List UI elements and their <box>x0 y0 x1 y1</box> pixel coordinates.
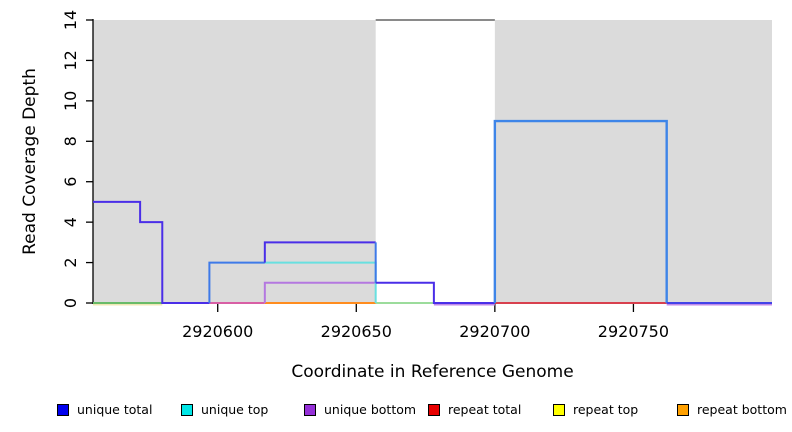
x-tick-label: 2920650 <box>321 322 392 341</box>
legend-item-repeat-bottom: repeat bottom <box>677 399 787 421</box>
shaded-region <box>93 20 376 303</box>
unique-total-rise-2 <box>208 261 265 303</box>
y-tick-label: 12 <box>61 50 80 70</box>
coverage-chart: 0 2 4 6 8 10 12 14 2920600 2920650 2920700 2920750 R… <box>20 10 772 382</box>
legend-label: repeat top <box>573 402 639 417</box>
x-tick-label: 2920750 <box>598 322 669 341</box>
y-tick-label: 0 <box>61 298 80 308</box>
legend-label: repeat total <box>448 402 522 417</box>
legend-item-unique-total: unique total <box>57 399 152 421</box>
legend-swatch-icon <box>428 404 440 416</box>
legend-swatch-icon <box>677 404 689 416</box>
y-tick-label: 4 <box>61 217 80 227</box>
y-tick-label: 6 <box>61 177 80 187</box>
legend-swatch-icon <box>304 404 316 416</box>
y-tick-label: 14 <box>61 10 80 30</box>
legend-label: repeat bottom <box>697 402 787 417</box>
unique-total-left-steps <box>93 200 210 304</box>
x-tick-label: 2920600 <box>182 322 253 341</box>
x-tick-label: 2920700 <box>459 322 530 341</box>
legend-swatch-icon <box>181 404 193 416</box>
y-tick-label: 8 <box>61 136 80 146</box>
x-axis-title: Coordinate in Reference Genome <box>291 362 573 382</box>
unique-total-box-9 <box>493 119 668 303</box>
legend-label: unique bottom <box>324 402 417 417</box>
unique-bottom-step <box>263 281 376 303</box>
legend-item-repeat-total: repeat total <box>428 399 521 421</box>
y-tick-label: 10 <box>61 91 80 111</box>
legend-label: unique top <box>201 402 269 417</box>
shaded-region <box>494 20 772 303</box>
unique-total-step-3 <box>263 241 376 263</box>
legend-item-repeat-top: repeat top <box>553 399 638 421</box>
legend-item-unique-top: unique top <box>181 399 268 421</box>
legend-swatch-icon <box>57 404 69 416</box>
y-axis-title: Read Coverage Depth <box>20 68 40 255</box>
legend-item-unique-bottom: unique bottom <box>304 399 416 421</box>
unique-total-step-1-0 <box>375 281 495 304</box>
chart-legend: unique total unique top unique bottom repea… <box>0 399 792 425</box>
legend-label: unique total <box>77 402 153 417</box>
y-tick-label: 2 <box>61 257 80 267</box>
legend-swatch-icon <box>553 404 565 416</box>
